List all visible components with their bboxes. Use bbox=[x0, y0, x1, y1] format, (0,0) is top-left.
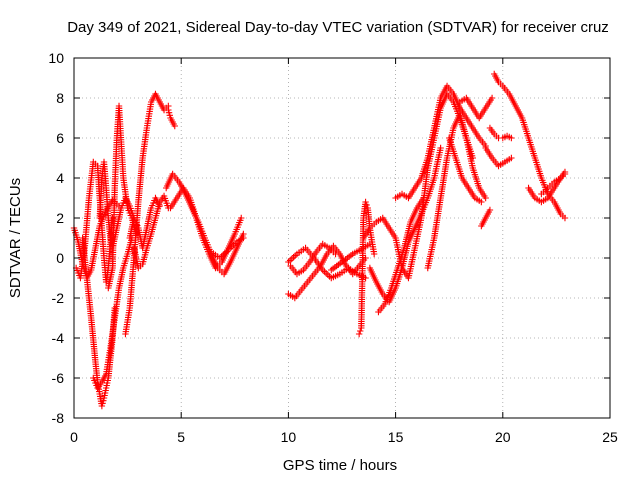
y-tick-label: 2 bbox=[56, 210, 64, 226]
y-tick-label: -4 bbox=[52, 330, 65, 346]
data-point bbox=[482, 194, 489, 202]
series-sat-p bbox=[287, 240, 339, 278]
series-sat-d bbox=[90, 234, 136, 392]
y-tick-label: 6 bbox=[56, 130, 64, 146]
series-sat-q bbox=[328, 240, 374, 274]
series-sat-r bbox=[355, 198, 378, 338]
y-tick-label: -2 bbox=[52, 290, 65, 306]
series-sat-g bbox=[122, 90, 172, 338]
series-sat-ac bbox=[491, 70, 569, 222]
plot-frame bbox=[73, 57, 611, 419]
y-tick-label: 4 bbox=[56, 170, 64, 186]
chart-title: Day 349 of 2021, Sidereal Day-to-day VTE… bbox=[67, 19, 609, 36]
data-point bbox=[508, 154, 515, 162]
grid bbox=[74, 58, 610, 418]
y-tick-label: -8 bbox=[52, 410, 65, 426]
data-point bbox=[437, 144, 444, 152]
y-axis-label: SDTVAR / TECUs bbox=[7, 178, 24, 298]
data-point bbox=[156, 202, 163, 210]
x-tick-label: 15 bbox=[388, 429, 404, 445]
x-axis-label: GPS time / hours bbox=[283, 457, 397, 474]
data-point bbox=[171, 122, 178, 130]
data-point bbox=[240, 234, 247, 242]
x-tick-label: 20 bbox=[495, 429, 511, 445]
data-point bbox=[561, 214, 569, 222]
data-point bbox=[488, 94, 496, 102]
series-sat-k bbox=[162, 170, 247, 278]
series-sat-s bbox=[366, 144, 444, 306]
interp-point bbox=[357, 327, 364, 335]
data-point bbox=[561, 170, 569, 178]
axis-ticks: 0 5 10 15 20 25 -8 -6 -4 -2 0 2 4 6 8 10 bbox=[48, 50, 618, 445]
x-tick-label: 10 bbox=[281, 429, 297, 445]
series-sat-ab bbox=[478, 206, 494, 230]
data-point bbox=[332, 250, 339, 258]
data-point bbox=[362, 198, 369, 206]
data-point bbox=[508, 134, 515, 142]
interp-point bbox=[363, 201, 370, 209]
data-point bbox=[362, 274, 369, 282]
series-sat-ae bbox=[538, 170, 569, 198]
series-sat-aa bbox=[486, 124, 515, 142]
x-tick-label: 25 bbox=[602, 429, 618, 445]
series-sat-j bbox=[126, 194, 163, 252]
y-tick-label: 10 bbox=[48, 50, 64, 66]
y-tick-label: 8 bbox=[56, 90, 64, 106]
y-tick-label: 0 bbox=[56, 250, 64, 266]
series-sat-v bbox=[392, 82, 489, 202]
series-sat-l bbox=[167, 184, 245, 272]
series-sat-y bbox=[456, 94, 496, 122]
data-point bbox=[478, 198, 485, 206]
series-sat-m bbox=[208, 234, 247, 262]
series-sat-x bbox=[446, 134, 485, 206]
x-tick-label: 0 bbox=[70, 429, 78, 445]
series-sat-h bbox=[165, 106, 178, 130]
data-point bbox=[370, 250, 378, 258]
data-point bbox=[486, 206, 494, 214]
x-tick-label: 5 bbox=[177, 429, 185, 445]
data-point bbox=[355, 330, 363, 338]
series-sat-f bbox=[105, 102, 140, 292]
series-sat-z bbox=[482, 144, 515, 170]
y-tick-label: -6 bbox=[52, 370, 65, 386]
data-points bbox=[70, 70, 569, 410]
data-point bbox=[238, 214, 245, 222]
